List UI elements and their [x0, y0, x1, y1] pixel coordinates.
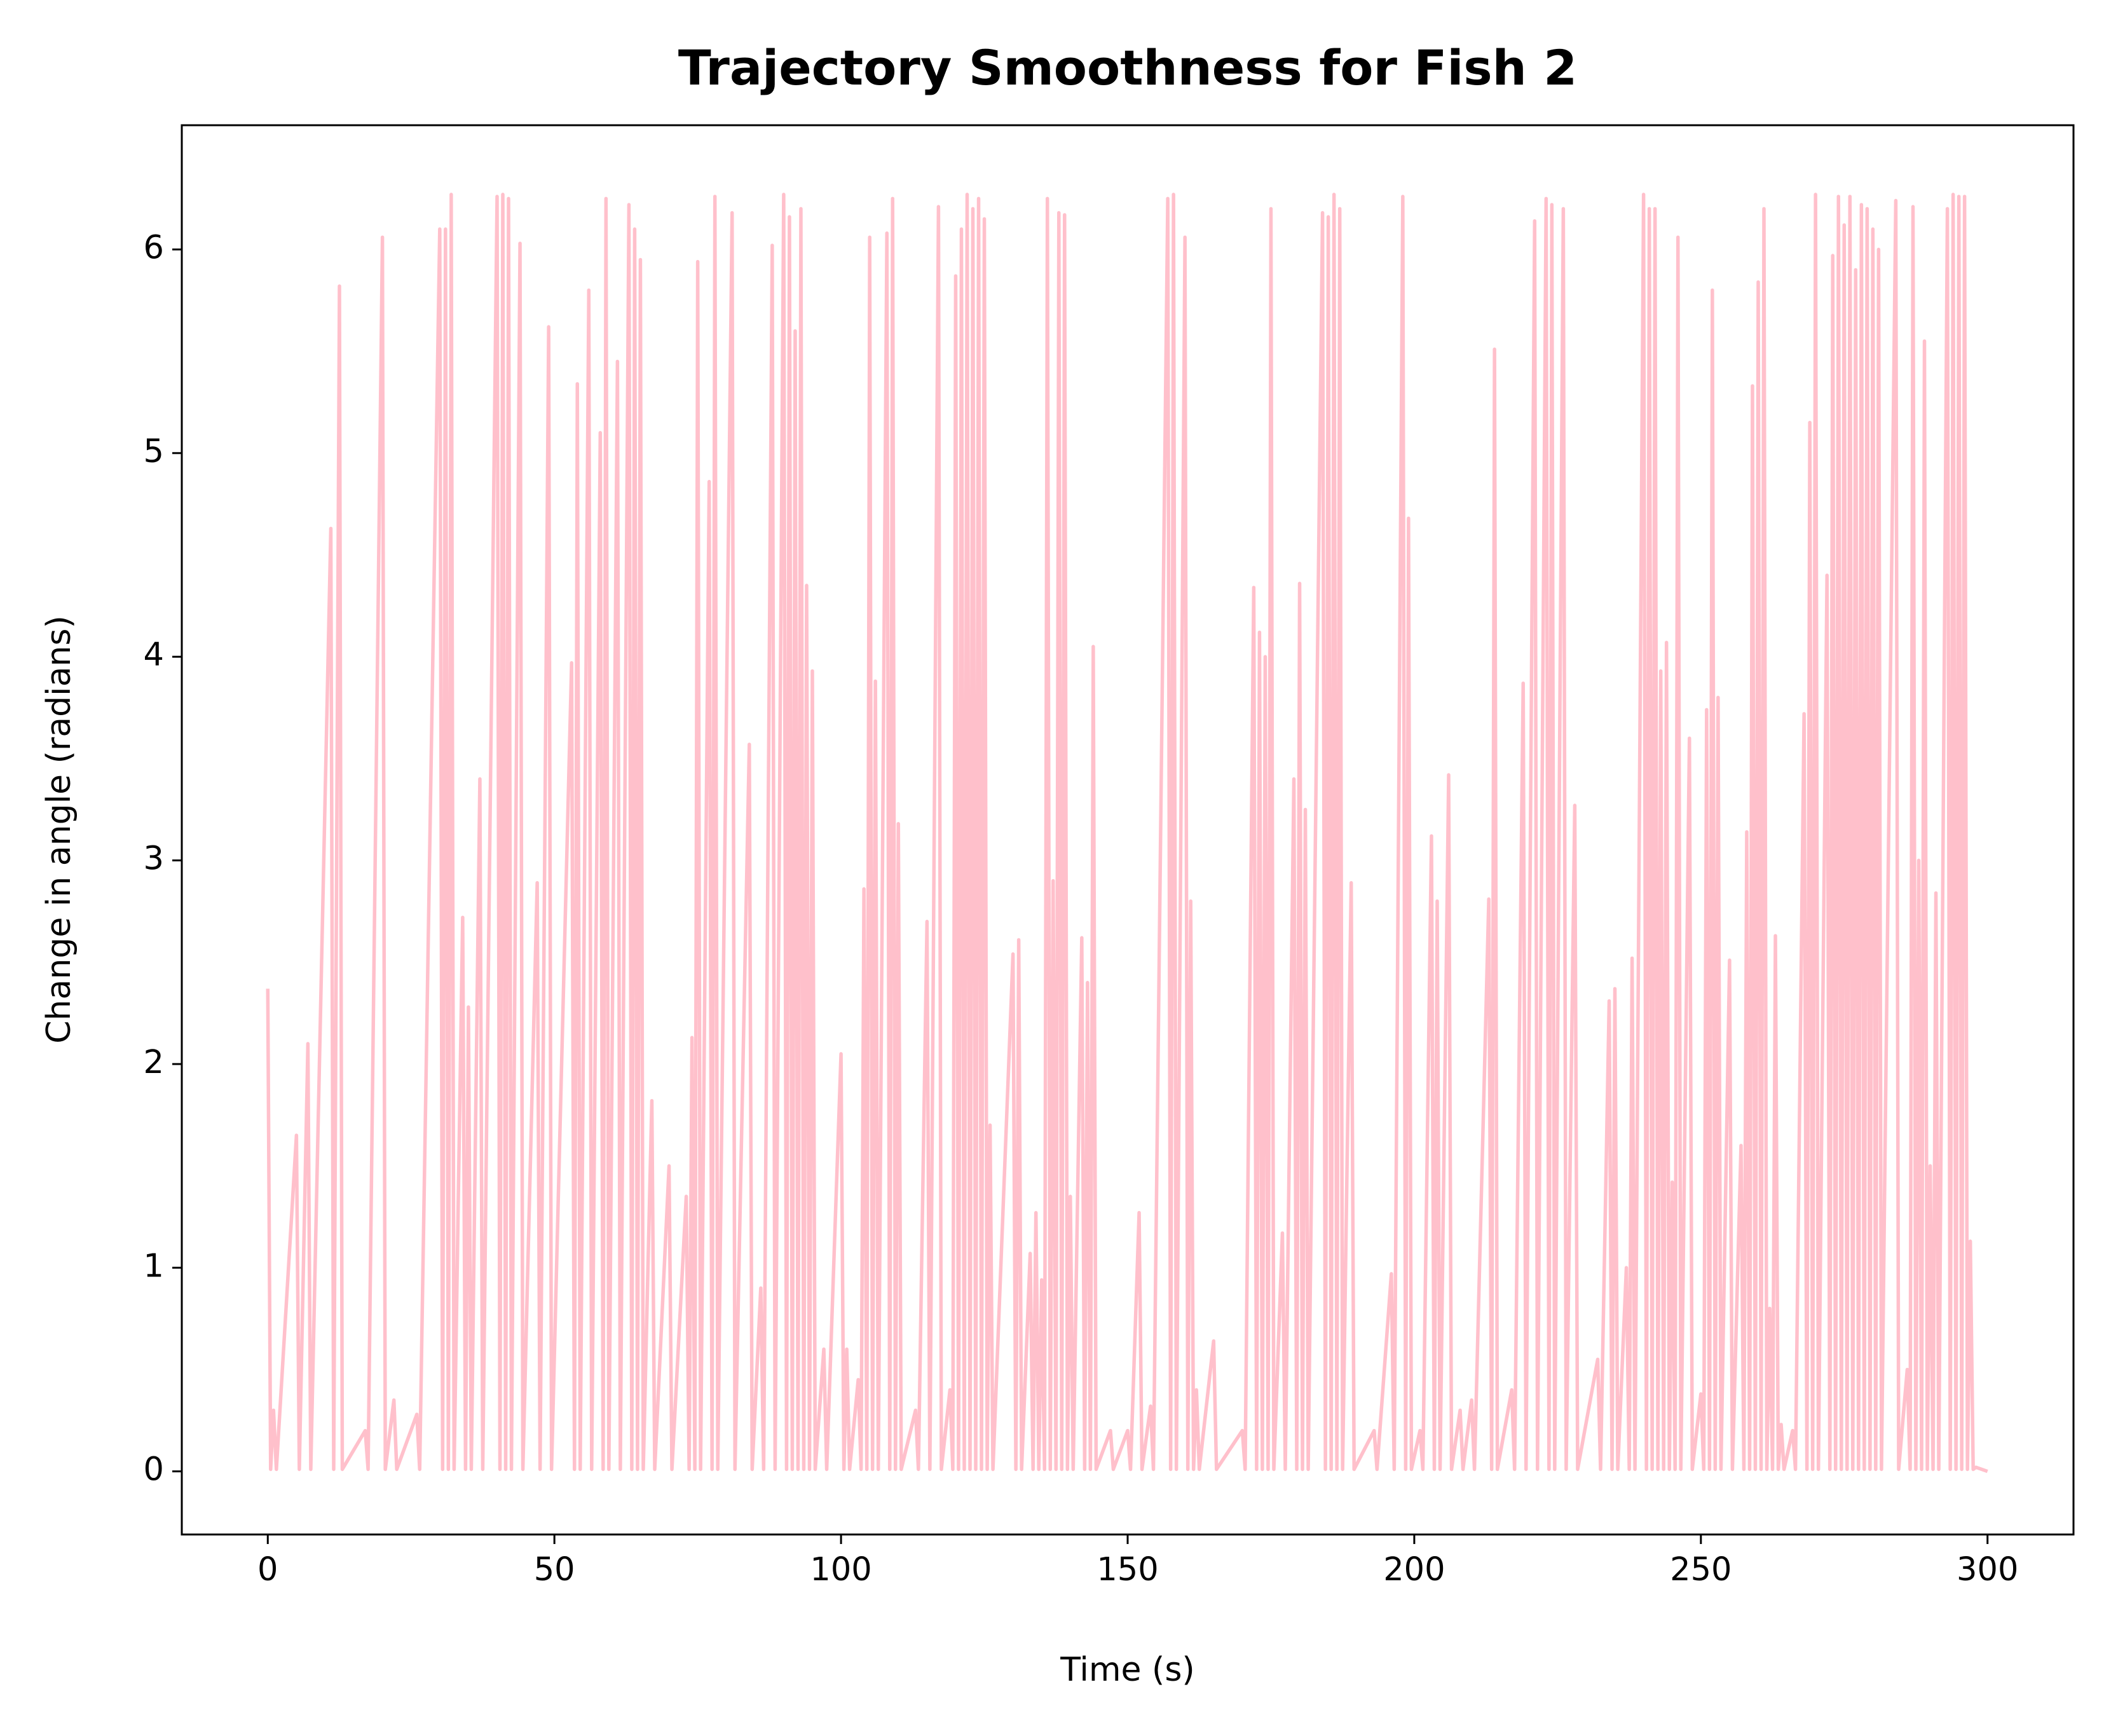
- data-line: [266, 193, 1988, 1473]
- x-tick-label: 300: [1957, 1551, 2018, 1589]
- x-tick-label: 200: [1383, 1551, 1445, 1589]
- x-tick-label: 250: [1670, 1551, 1732, 1589]
- x-tick-label: 100: [810, 1551, 871, 1589]
- y-tick-label: 0: [144, 1451, 164, 1489]
- x-tick-label: 150: [1096, 1551, 1158, 1589]
- y-tick-label: 4: [144, 636, 164, 674]
- x-axis-label: Time (s): [1060, 1651, 1194, 1689]
- y-tick-label: 6: [144, 229, 164, 266]
- y-tick-label: 3: [144, 840, 164, 878]
- chart-title: Trajectory Smoothness for Fish 2: [678, 39, 1577, 96]
- x-tick-label: 50: [534, 1551, 575, 1589]
- y-axis-label: Change in angle (radians): [40, 615, 78, 1044]
- y-tick-label: 2: [144, 1044, 164, 1081]
- y-tick-label: 1: [144, 1247, 164, 1285]
- y-tick-label: 5: [144, 433, 164, 470]
- x-tick-label: 0: [257, 1551, 278, 1589]
